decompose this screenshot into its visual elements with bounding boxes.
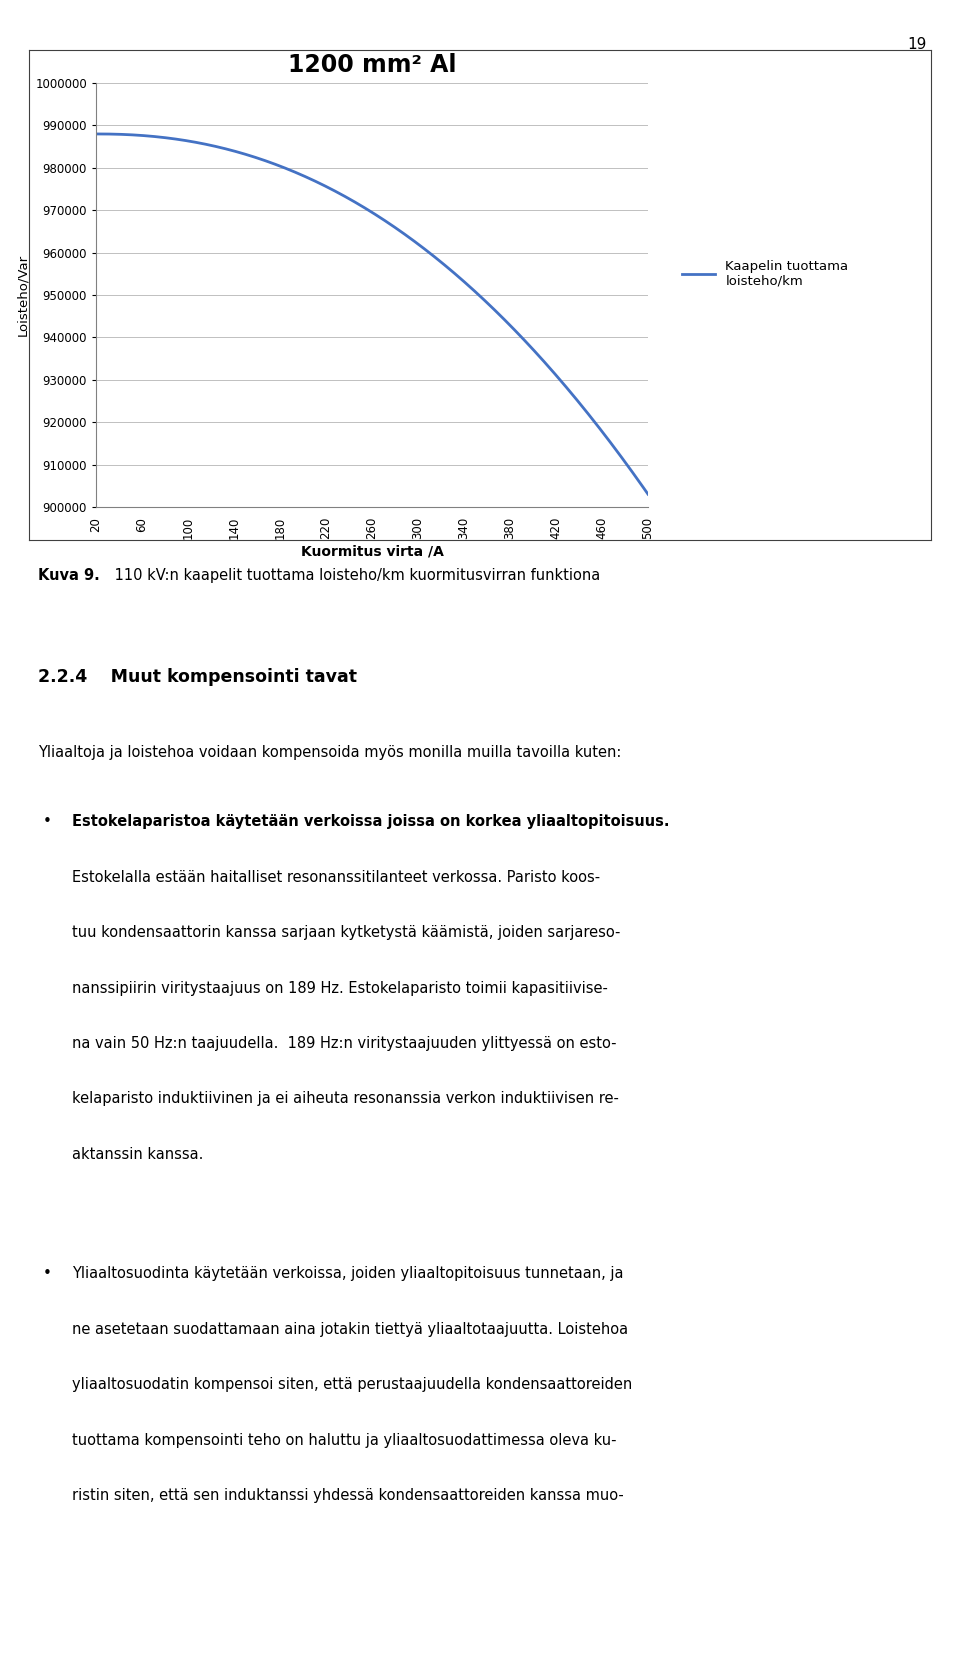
Text: aktanssin kanssa.: aktanssin kanssa. <box>72 1147 204 1162</box>
Text: ne asetetaan suodattamaan aina jotakin tiettyä yliaaltotaajuutta. Loistehoa: ne asetetaan suodattamaan aina jotakin t… <box>72 1321 628 1336</box>
Text: •: • <box>43 814 52 829</box>
Legend: Kaapelin tuottama
loisteho/km: Kaapelin tuottama loisteho/km <box>677 254 853 293</box>
Text: na vain 50 Hz:n taajuudella.  189 Hz:n viritystaajuuden ylittyessä on esto-: na vain 50 Hz:n taajuudella. 189 Hz:n vi… <box>72 1035 616 1050</box>
Text: tuu kondensaattorin kanssa sarjaan kytketystä käämistä, joiden sarjareso-: tuu kondensaattorin kanssa sarjaan kytke… <box>72 926 620 941</box>
Text: Estokelaparistoa käytetään verkoissa joissa on korkea yliaaltopitoisuus.: Estokelaparistoa käytetään verkoissa joi… <box>72 814 669 829</box>
Text: •: • <box>43 1266 52 1281</box>
Text: Estokelalla estään haitalliset resonanssitilanteet verkossa. Paristo koos-: Estokelalla estään haitalliset resonanss… <box>72 869 600 884</box>
Text: 110 kV:n kaapelit tuottama loisteho/km kuormitusvirran funktiona: 110 kV:n kaapelit tuottama loisteho/km k… <box>110 568 601 583</box>
Text: 19: 19 <box>907 37 926 52</box>
Text: nanssipiirin viritystaajuus on 189 Hz. Estokelaparisto toimii kapasitiivise-: nanssipiirin viritystaajuus on 189 Hz. E… <box>72 981 608 996</box>
Text: yliaaltosuodatin kompensoi siten, että perustaajuudella kondensaattoreiden: yliaaltosuodatin kompensoi siten, että p… <box>72 1378 633 1393</box>
Text: Kuva 9.: Kuva 9. <box>38 568 100 583</box>
Text: kelaparisto induktiivinen ja ei aiheuta resonanssia verkon induktiivisen re-: kelaparisto induktiivinen ja ei aiheuta … <box>72 1092 619 1107</box>
Y-axis label: Loisteho/Var: Loisteho/Var <box>16 254 30 336</box>
Text: 2.2.4  Muut kompensointi tavat: 2.2.4 Muut kompensointi tavat <box>38 668 357 686</box>
Text: tuottama kompensointi teho on haluttu ja yliaaltosuodattimessa oleva ku-: tuottama kompensointi teho on haluttu ja… <box>72 1433 616 1448</box>
Text: Yliaaltosuodinta käytetään verkoissa, joiden yliaaltopitoisuus tunnetaan, ja: Yliaaltosuodinta käytetään verkoissa, jo… <box>72 1266 623 1281</box>
Text: ristin siten, että sen induktanssi yhdessä kondensaattoreiden kanssa muo-: ristin siten, että sen induktanssi yhdes… <box>72 1487 624 1502</box>
Title: 1200 mm² Al: 1200 mm² Al <box>288 53 456 76</box>
Text: Yliaaltoja ja loistehoa voidaan kompensoida myös monilla muilla tavoilla kuten:: Yliaaltoja ja loistehoa voidaan kompenso… <box>38 745 622 760</box>
X-axis label: Kuormitus virta /A: Kuormitus virta /A <box>300 545 444 558</box>
